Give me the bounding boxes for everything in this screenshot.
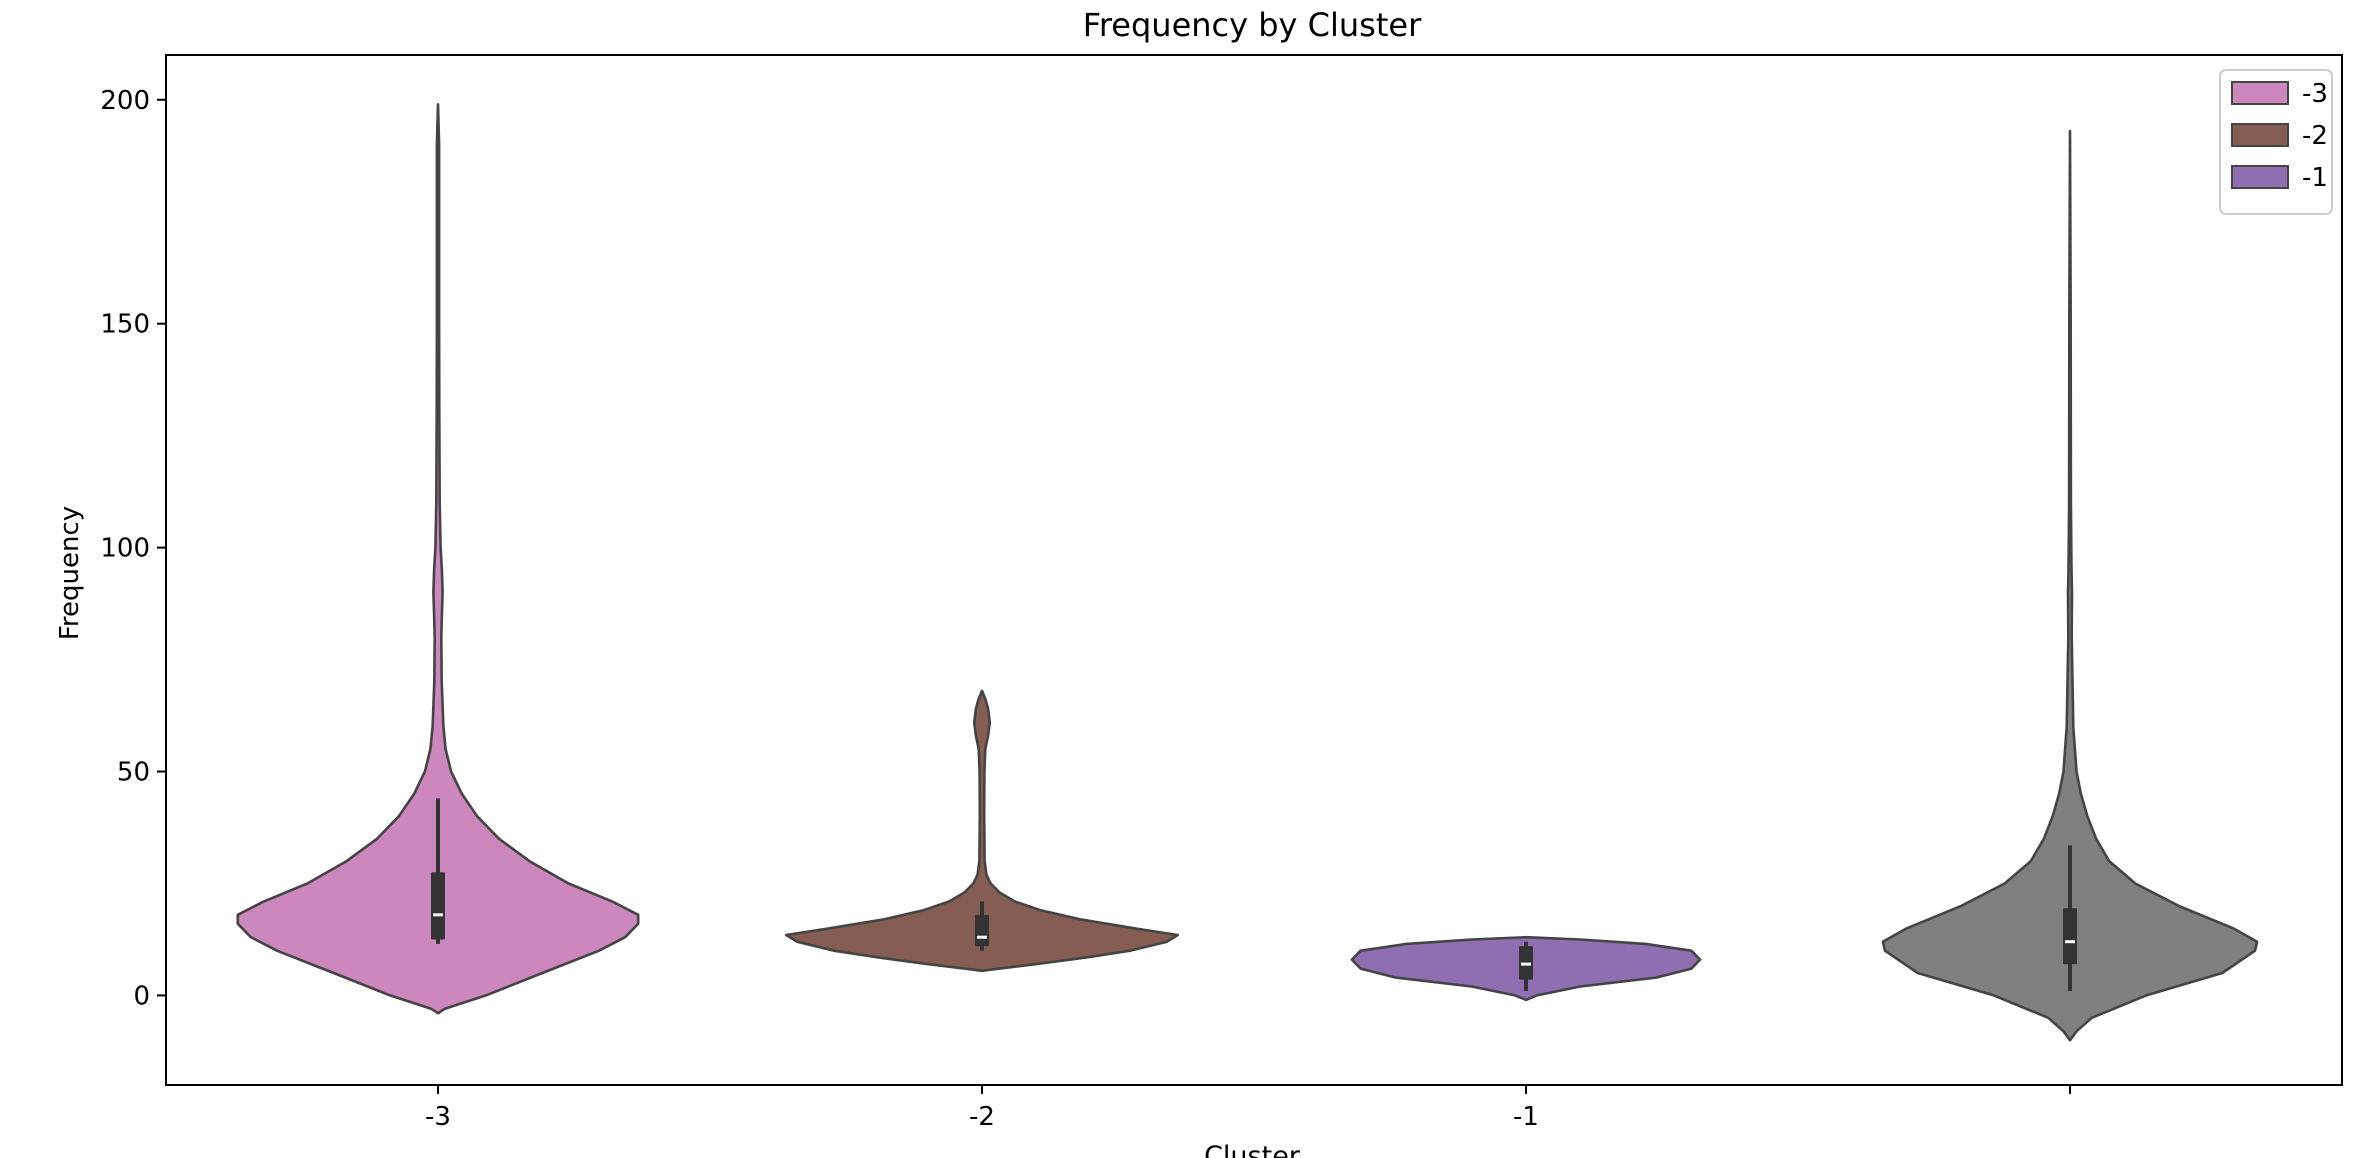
axes: 0 50 100 150 200 -3 -2 -1 (100, 54, 2343, 1132)
chart-title: Frequency by Cluster (1083, 6, 1422, 44)
legend-label-1: -2 (2302, 121, 2328, 151)
x-tick-label-1: -2 (969, 1102, 995, 1132)
y-tick-label-1: 50 (117, 758, 150, 788)
legend: -3 -2 -1 (2219, 69, 2333, 215)
legend-label-2: -1 (2302, 163, 2328, 193)
x-tick-label-2: -1 (1513, 1102, 1539, 1132)
y-tick-label-4: 200 (100, 86, 150, 116)
y-tick-label-0: 0 (133, 981, 150, 1011)
violin-body-1 (784, 689, 1180, 973)
plot-frame (165, 54, 2343, 1086)
violin-box-1 (975, 914, 989, 947)
plot-area (236, 103, 2259, 1042)
violin-box-3 (2063, 908, 2077, 965)
legend-label-0: -3 (2302, 79, 2328, 109)
violin-box-0 (431, 872, 445, 940)
violin-body-3 (1881, 129, 2259, 1042)
y-axis-label: Frequency (55, 506, 85, 640)
y-tick-label-2: 100 (100, 534, 150, 564)
violin-body-0 (236, 103, 640, 1015)
x-axis-label: Cluster (1204, 1141, 1301, 1158)
y-tick-label-3: 150 (100, 310, 150, 340)
legend-swatch-0 (2231, 81, 2289, 105)
legend-swatch-2 (2231, 165, 2289, 189)
legend-swatch-1 (2231, 123, 2289, 147)
x-tick-label-0: -3 (425, 1102, 451, 1132)
